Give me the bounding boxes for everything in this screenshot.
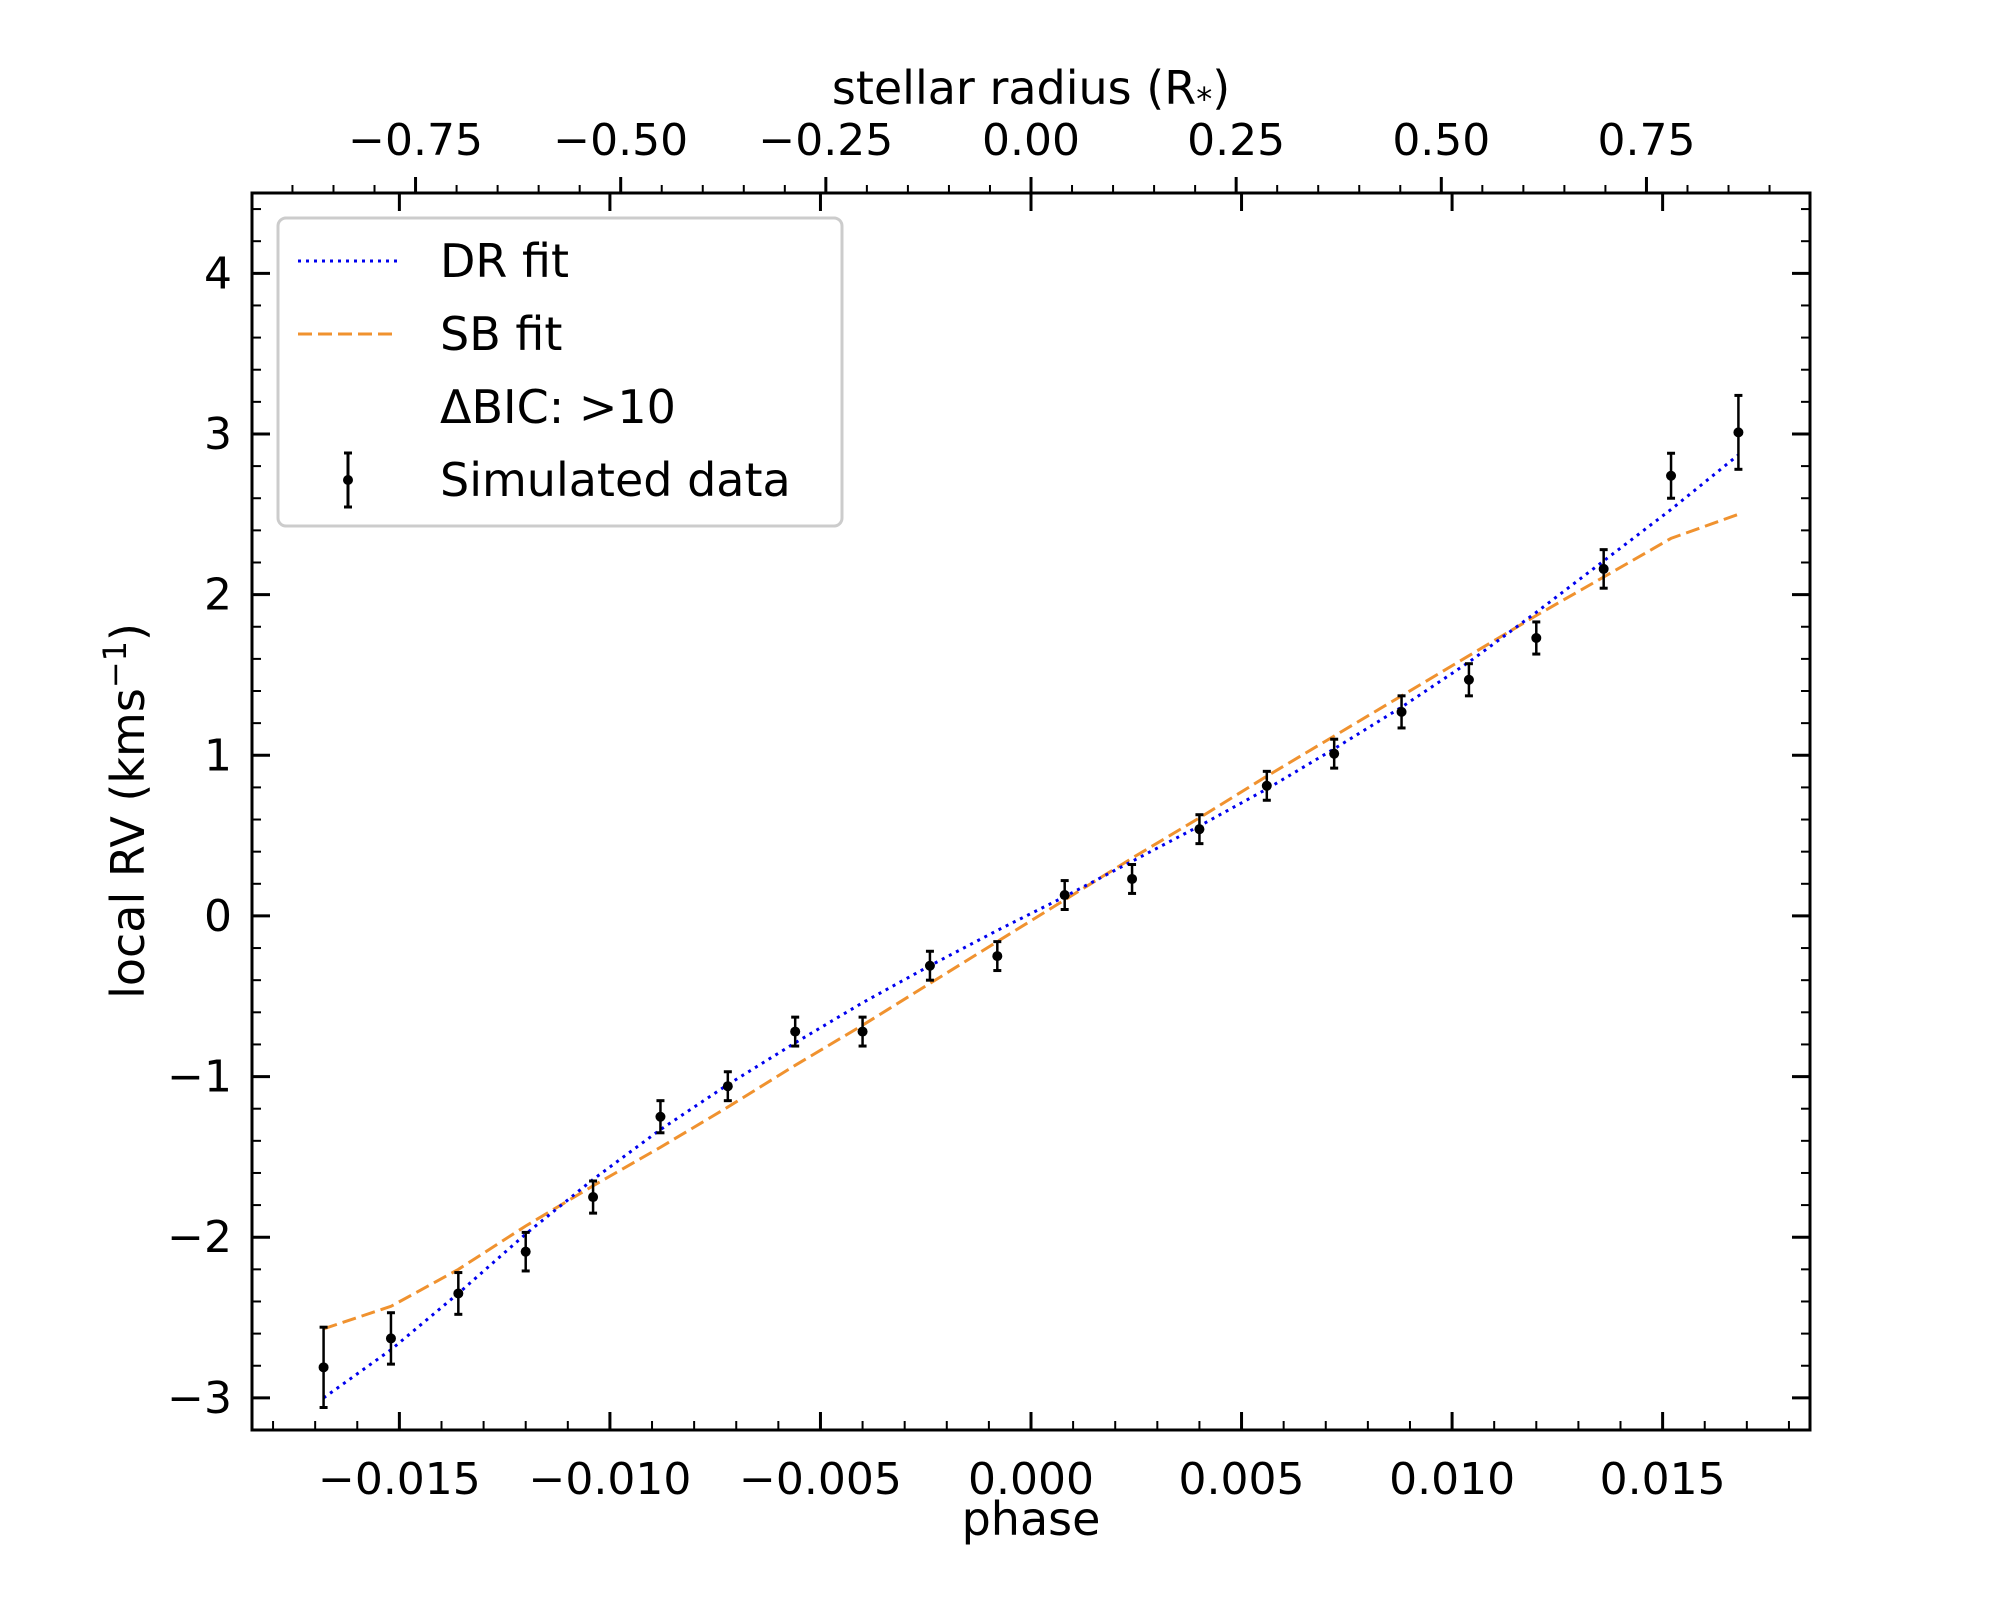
x2-tick-label: −0.25	[758, 115, 893, 166]
data-point	[722, 1081, 733, 1092]
data-point	[857, 1026, 868, 1037]
data-point	[924, 960, 935, 971]
data-point	[1531, 632, 1542, 643]
data-point	[1463, 674, 1474, 685]
legend-sb-label: SB fit	[440, 307, 562, 361]
y-tick-label: −2	[167, 1212, 232, 1263]
x2-tick-label: −0.50	[553, 115, 688, 166]
legend-dr-label: DR fit	[440, 234, 569, 288]
y-axis-title-sup: −1	[96, 641, 134, 688]
x2-tick-label: 0.25	[1187, 115, 1285, 166]
y-tick-label: 4	[204, 248, 232, 299]
y-tick-label: 2	[204, 570, 232, 621]
x2-tick-label: 0.75	[1597, 115, 1695, 166]
data-point	[1059, 890, 1070, 901]
data-point	[790, 1026, 801, 1037]
legend-data-marker	[343, 475, 353, 485]
y-axis-title-main: local RV (kms	[101, 688, 155, 999]
legend-data-label: Simulated data	[440, 453, 791, 507]
data-point	[520, 1246, 531, 1257]
data-point	[1127, 873, 1138, 884]
plot-area	[318, 393, 1744, 1410]
x-tick-label: −0.005	[739, 1454, 902, 1505]
plot-frame	[250, 191, 1812, 1432]
x-tick-label: 0.010	[1389, 1454, 1515, 1505]
legend-box	[276, 216, 844, 528]
x-tick-label: −0.015	[318, 1454, 481, 1505]
x2-axis-title: stellar radius (R*)	[832, 61, 1230, 118]
legend: DR fit SB fit ΔBIC: >10 Simulated data	[276, 216, 844, 528]
x2-tick-label: 0.00	[982, 115, 1080, 166]
x-tick-label: 0.005	[1179, 1454, 1305, 1505]
x2-axis-title-close: )	[1212, 61, 1230, 115]
data-point	[992, 951, 1003, 962]
data-point	[1598, 563, 1609, 574]
simulated-data-series	[318, 393, 1744, 1410]
x2-tick-label: 0.50	[1392, 115, 1490, 166]
x-tick-label: 0.000	[968, 1454, 1094, 1505]
legend-bic-label: ΔBIC: >10	[440, 380, 676, 434]
data-point	[453, 1288, 464, 1299]
legend-data-swatch	[343, 451, 353, 509]
data-point	[1329, 748, 1340, 759]
x-tick-label: −0.010	[528, 1454, 691, 1505]
data-point	[588, 1192, 599, 1203]
y-axis-title: local RV (kms−1)	[96, 623, 155, 999]
x2-axis-title-main: stellar radius (R	[832, 61, 1196, 115]
data-point	[1396, 706, 1407, 717]
data-point	[1733, 427, 1744, 438]
y-tick-label: −3	[167, 1373, 232, 1424]
y-tick-label: 0	[204, 891, 232, 942]
y-axis-title-close: )	[101, 623, 155, 641]
x-axis-title: phase	[962, 1492, 1101, 1546]
data-point	[1666, 470, 1677, 481]
data-point	[655, 1111, 666, 1122]
y-tick-label: 3	[204, 409, 232, 460]
y-tick-label: −1	[167, 1052, 232, 1103]
x2-axis-title-sub: *	[1196, 80, 1212, 118]
y-tick-label: 1	[204, 730, 232, 781]
data-point	[1194, 824, 1205, 835]
data-point	[385, 1333, 396, 1344]
x2-tick-label: −0.75	[348, 115, 483, 166]
data-point	[1261, 780, 1272, 791]
data-point	[318, 1362, 329, 1373]
x-tick-label: 0.015	[1600, 1454, 1726, 1505]
